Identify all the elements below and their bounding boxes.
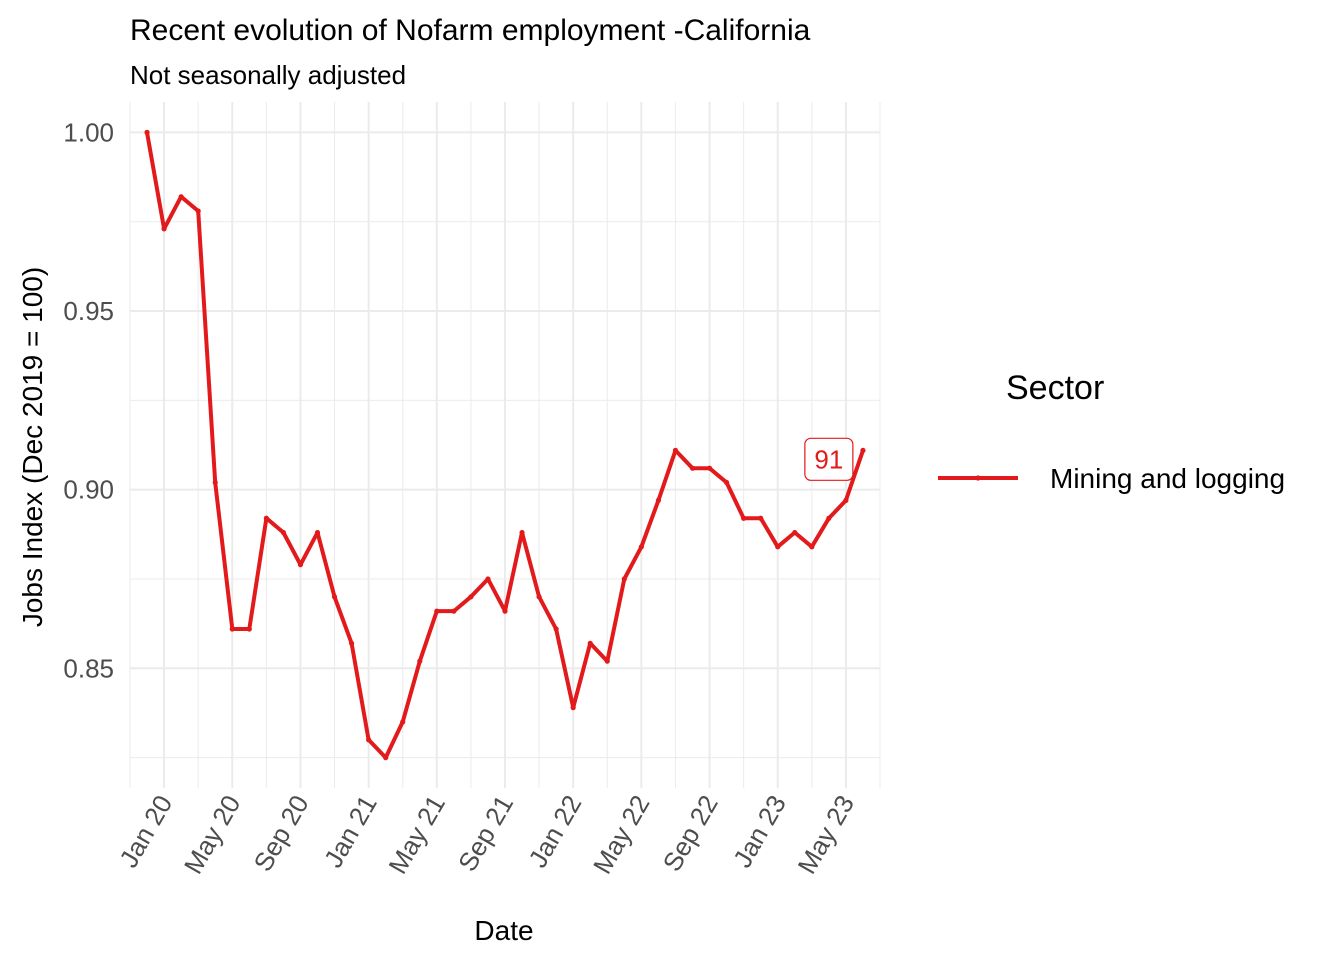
- data-point: [434, 608, 440, 614]
- legend-title: Sector: [1006, 369, 1104, 407]
- x-tick-label: Jan 23: [727, 790, 792, 873]
- data-point: [655, 497, 662, 503]
- y-axis: 0.85 0.90 0.95 1.00: [63, 117, 114, 683]
- data-point: [553, 626, 559, 632]
- y-tick-label: 0.85: [63, 653, 114, 683]
- data-point: [451, 608, 457, 614]
- x-tick-label: Jan 21: [318, 790, 383, 873]
- data-point: [826, 515, 832, 521]
- data-point: [843, 497, 849, 503]
- data-point: [672, 447, 679, 453]
- data-point: [758, 515, 764, 521]
- data-point: [587, 640, 593, 646]
- data-point: [246, 626, 252, 632]
- data-point: [723, 479, 730, 486]
- data-point: [297, 562, 304, 568]
- annotation-box: [804, 437, 854, 481]
- data-point: [314, 529, 321, 536]
- grid-lines: [129, 102, 881, 788]
- x-axis: Jan 20 May 20 Sep 20 Jan 21 May 21 Sep 21 Jan …: [113, 790, 860, 879]
- data-point: [570, 705, 576, 711]
- x-tick-label: May 21: [382, 790, 451, 879]
- x-tick-label: May 22: [587, 790, 656, 879]
- y-tick-label: 0.90: [63, 475, 114, 505]
- x-axis-title: Date: [474, 915, 533, 946]
- legend-marker: [975, 475, 981, 481]
- legend-label: Mining and logging: [1050, 463, 1285, 494]
- data-point: [400, 719, 406, 725]
- data-point: [536, 594, 542, 600]
- y-axis-title: Jobs Index (Dec 2019 = 100): [17, 267, 48, 627]
- data-point: [331, 594, 338, 600]
- data-point: [229, 626, 235, 632]
- legend: Sector Mining and logging: [938, 369, 1285, 494]
- y-tick-label: 0.95: [63, 296, 114, 326]
- annotation-label: 91: [804, 437, 854, 481]
- x-tick-label: Sep 20: [247, 790, 314, 876]
- data-point: [502, 608, 508, 614]
- data-point: [383, 755, 389, 761]
- data-point: [706, 465, 713, 471]
- data-point: [741, 515, 747, 521]
- data-point: [212, 479, 218, 486]
- plot-panel: 91: [129, 102, 881, 788]
- data-point: [638, 544, 644, 550]
- legend-item: Mining and logging: [938, 463, 1285, 494]
- data-point: [792, 529, 798, 536]
- data-point: [809, 544, 815, 550]
- data-point: [468, 594, 474, 600]
- x-tick-label: Jan 22: [522, 790, 587, 873]
- data-point: [689, 465, 696, 471]
- chart-title: Recent evolution of Nofarm employment -C…: [130, 14, 811, 47]
- data-point: [195, 208, 201, 214]
- data-point: [860, 447, 866, 453]
- data-point: [485, 576, 491, 582]
- data-point: [161, 226, 167, 232]
- data-point: [348, 640, 355, 646]
- data-point: [417, 658, 423, 664]
- data-point: [775, 544, 781, 550]
- data-point: [144, 129, 150, 135]
- data-point: [280, 529, 287, 536]
- legend-items: Mining and logging: [938, 463, 1285, 494]
- x-tick-label: Sep 21: [452, 790, 519, 876]
- chart-subtitle: Not seasonally adjusted: [130, 60, 406, 90]
- x-tick-label: Sep 22: [657, 790, 724, 876]
- x-tick-label: Jan 20: [113, 790, 178, 873]
- data-point: [604, 658, 610, 664]
- data-point: [621, 576, 627, 582]
- data-point: [519, 529, 525, 536]
- series-layer: [144, 129, 866, 761]
- y-tick-label: 1.00: [63, 117, 114, 147]
- x-tick-label: May 20: [178, 790, 247, 879]
- annotation-layer: 91: [804, 437, 854, 481]
- data-point: [178, 194, 184, 200]
- annotation-text: 91: [814, 444, 843, 474]
- x-tick-label: May 23: [791, 790, 860, 879]
- data-point: [263, 515, 269, 521]
- data-point: [366, 737, 372, 743]
